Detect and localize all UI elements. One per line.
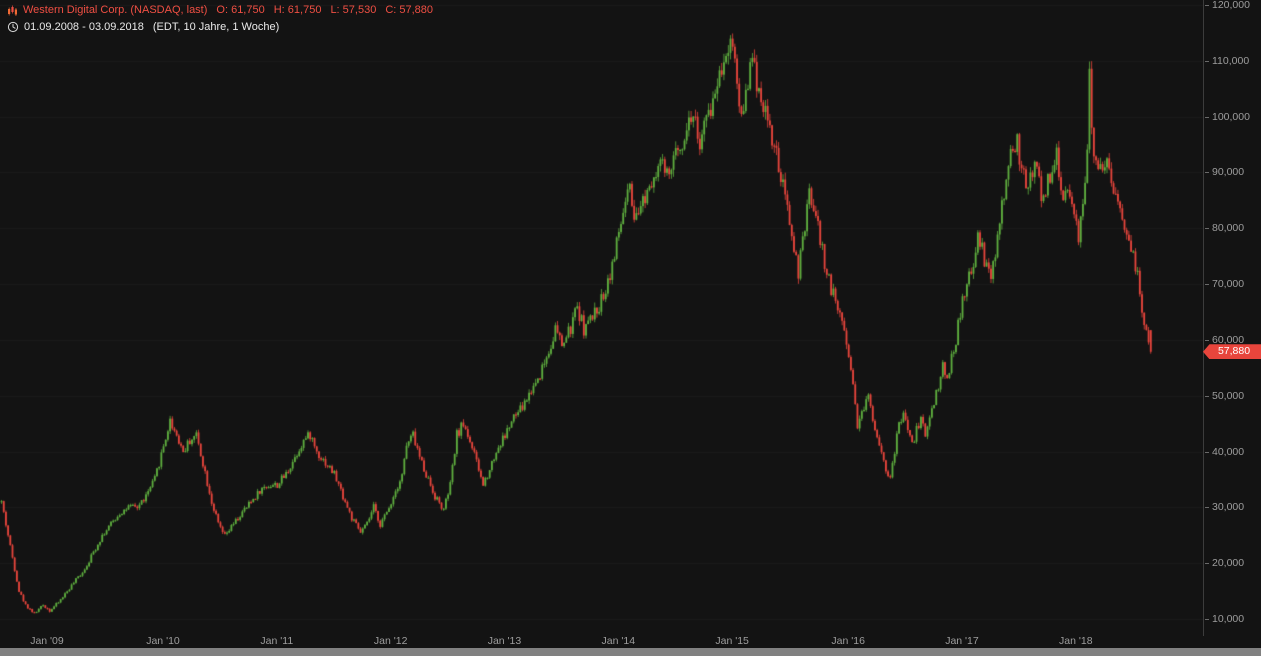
x-axis-label: Jan '13: [487, 635, 522, 647]
candlestick-chart[interactable]: [0, 0, 1203, 636]
chart-type-icon: [7, 5, 18, 16]
last-price-tag: 57,880: [1203, 344, 1261, 360]
time-axis[interactable]: Jan '09 Jan '10 Jan '11 Jan '12 Jan '13 Jan '…: [0, 635, 1203, 648]
y-axis-label: 70,000: [1204, 278, 1245, 291]
symbol-row: Western Digital Corp. (NASDAQ, last) O: …: [7, 4, 433, 16]
y-axis-label: 20,000: [1204, 557, 1245, 570]
y-axis-label: 120,000: [1205, 0, 1250, 11]
symbol-title[interactable]: Western Digital Corp. (NASDAQ, last): [23, 4, 208, 16]
y-axis-label: 100,000: [1205, 110, 1250, 123]
x-axis-label: Jan '16: [831, 635, 865, 647]
y-axis-label: 50,000: [1204, 389, 1245, 402]
date-range[interactable]: 01.09.2008 - 03.09.2018: [24, 21, 144, 33]
range-meta: (EDT, 10 Jahre, 1 Woche): [152, 21, 280, 33]
x-axis-label: Jan '12: [373, 635, 408, 647]
range-row: 01.09.2008 - 03.09.2018 (EDT, 10 Jahre, …: [7, 21, 433, 33]
y-axis-label: 30,000: [1204, 501, 1245, 514]
price-axis[interactable]: 57,880 120,000 110,000 100,000 90,000 80,000…: [1203, 0, 1261, 636]
chart-scrollbar[interactable]: [0, 648, 1261, 656]
x-axis-label: Jan '14: [601, 635, 636, 647]
ohlc-high: H: 61,750: [273, 4, 322, 16]
y-axis-label: 80,000: [1204, 222, 1245, 235]
y-axis-label: 40,000: [1204, 445, 1245, 458]
clock-icon: [7, 21, 19, 33]
x-axis-label: Jan '09: [30, 635, 64, 647]
x-axis-label: Jan '11: [260, 635, 294, 647]
x-axis-label: Jan '15: [715, 635, 749, 647]
x-axis-label: Jan '18: [1059, 635, 1093, 647]
chart-legend: Western Digital Corp. (NASDAQ, last) O: …: [7, 4, 433, 33]
ohlc-low: L: 57,530: [330, 4, 377, 16]
ohlc-open: O: 61,750: [216, 4, 265, 16]
x-axis-label: Jan '17: [945, 635, 979, 647]
x-axis-label: Jan '10: [146, 635, 180, 647]
y-axis-label: 60,000: [1204, 333, 1245, 346]
y-axis-label: 10,000: [1204, 613, 1245, 626]
ohlc-close: C: 57,880: [385, 4, 434, 16]
y-axis-label: 110,000: [1204, 54, 1250, 67]
y-axis-label: 90,000: [1204, 166, 1245, 179]
